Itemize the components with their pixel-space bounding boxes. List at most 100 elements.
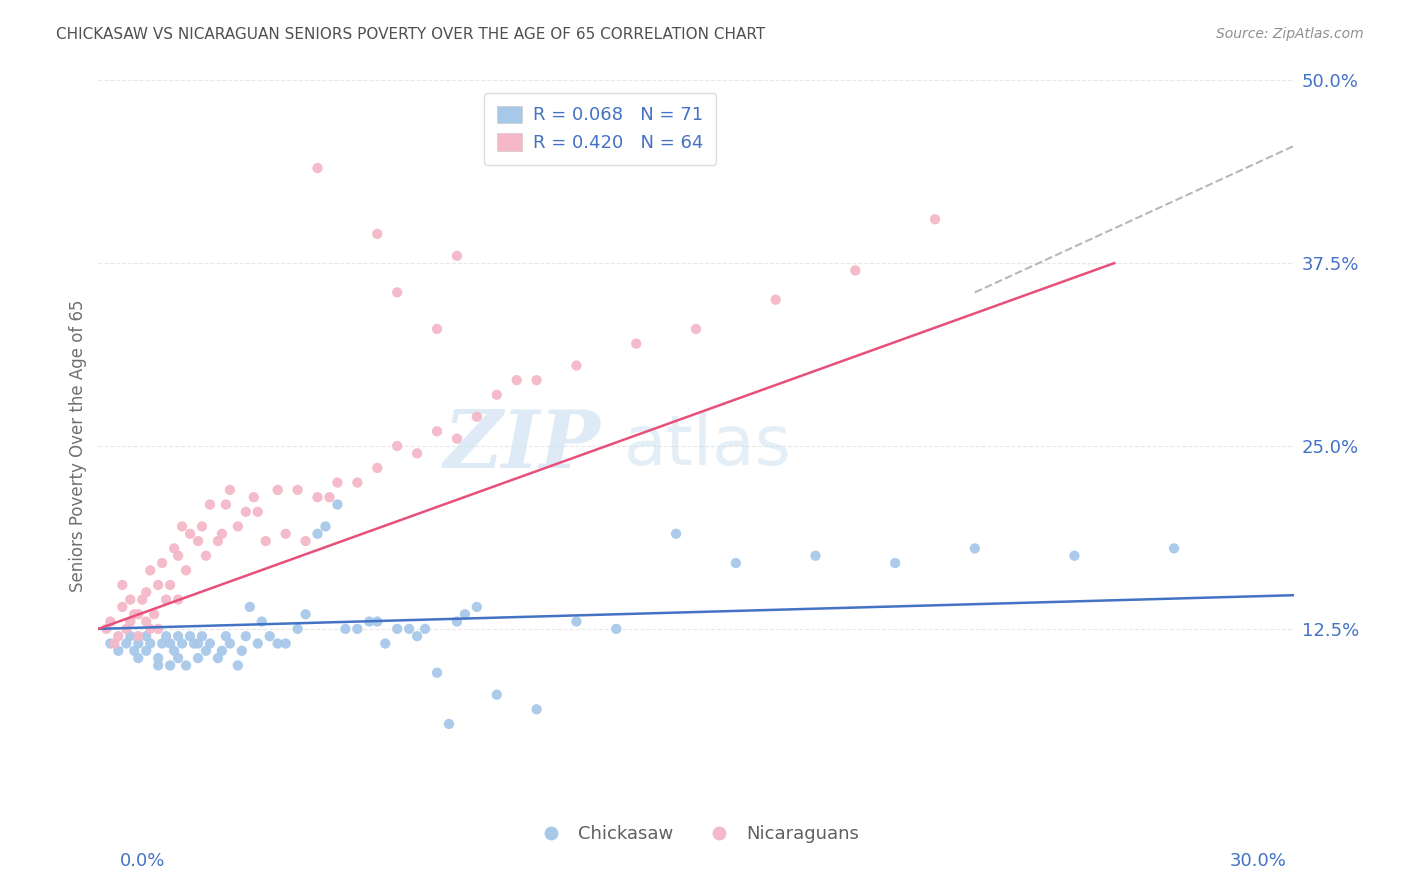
Point <box>98 636 122 650</box>
Point <box>159 658 181 673</box>
Point <box>465 409 488 424</box>
Point <box>724 556 747 570</box>
Point <box>155 592 177 607</box>
Point <box>526 373 548 387</box>
Point <box>150 636 173 650</box>
Point <box>226 519 249 533</box>
Point <box>148 658 170 673</box>
Point <box>127 636 149 650</box>
Point <box>163 644 186 658</box>
Point <box>179 629 201 643</box>
Text: 0.0%: 0.0% <box>120 852 165 870</box>
Point <box>406 629 429 643</box>
Point <box>366 461 388 475</box>
Point <box>267 483 290 497</box>
Point <box>446 432 468 446</box>
Point <box>179 526 201 541</box>
Point <box>326 475 349 490</box>
Point <box>148 651 170 665</box>
Point <box>1163 541 1185 556</box>
Text: atlas: atlas <box>624 412 792 480</box>
Point <box>115 636 138 650</box>
Point <box>148 578 170 592</box>
Point <box>406 446 429 460</box>
Point <box>526 702 548 716</box>
Point <box>307 490 329 504</box>
Point <box>174 658 197 673</box>
Point <box>274 636 297 650</box>
Point <box>398 622 420 636</box>
Point <box>135 629 157 643</box>
Point <box>374 636 396 650</box>
Point <box>426 322 449 336</box>
Point <box>884 556 907 570</box>
Point <box>131 592 153 607</box>
Point <box>219 636 242 650</box>
Point <box>172 636 194 650</box>
Point <box>335 622 357 636</box>
Point <box>135 644 157 658</box>
Point <box>294 534 316 549</box>
Point <box>454 607 477 622</box>
Point <box>963 541 986 556</box>
Point <box>215 629 238 643</box>
Point <box>135 585 157 599</box>
Point <box>318 490 340 504</box>
Point <box>385 622 409 636</box>
Point <box>231 644 253 658</box>
Point <box>120 592 142 607</box>
Point <box>326 498 349 512</box>
Point <box>446 615 468 629</box>
Point <box>226 658 249 673</box>
Point <box>465 599 488 614</box>
Point <box>143 607 166 622</box>
Point <box>924 212 946 227</box>
Point <box>294 607 316 622</box>
Point <box>243 490 266 504</box>
Point <box>124 607 146 622</box>
Point <box>385 285 409 300</box>
Point <box>506 373 529 387</box>
Point <box>127 629 149 643</box>
Point <box>207 651 229 665</box>
Point <box>159 636 181 650</box>
Point <box>246 636 269 650</box>
Point <box>235 505 257 519</box>
Point <box>844 263 866 277</box>
Point <box>366 615 388 629</box>
Point <box>346 475 368 490</box>
Point <box>139 636 162 650</box>
Point <box>413 622 436 636</box>
Point <box>685 322 707 336</box>
Point <box>187 651 209 665</box>
Point <box>307 161 329 175</box>
Text: ZIP: ZIP <box>443 408 600 484</box>
Point <box>426 665 449 680</box>
Point <box>107 644 129 658</box>
Point <box>159 578 181 592</box>
Point <box>167 592 190 607</box>
Point <box>167 549 190 563</box>
Point <box>98 615 122 629</box>
Point <box>183 636 205 650</box>
Point <box>605 622 627 636</box>
Point <box>163 541 186 556</box>
Point <box>446 249 468 263</box>
Point <box>187 534 209 549</box>
Point <box>150 556 173 570</box>
Point <box>215 498 238 512</box>
Y-axis label: Seniors Poverty Over the Age of 65: Seniors Poverty Over the Age of 65 <box>69 300 87 592</box>
Point <box>804 549 827 563</box>
Point <box>172 519 194 533</box>
Point <box>259 629 281 643</box>
Text: CHICKASAW VS NICARAGUAN SENIORS POVERTY OVER THE AGE OF 65 CORRELATION CHART: CHICKASAW VS NICARAGUAN SENIORS POVERTY … <box>56 27 765 42</box>
Point <box>626 336 648 351</box>
Point <box>239 599 262 614</box>
Point <box>267 636 290 650</box>
Point <box>565 359 588 373</box>
Point <box>155 629 177 643</box>
Point <box>359 615 381 629</box>
Point <box>139 622 162 636</box>
Point <box>127 607 149 622</box>
Point <box>765 293 787 307</box>
